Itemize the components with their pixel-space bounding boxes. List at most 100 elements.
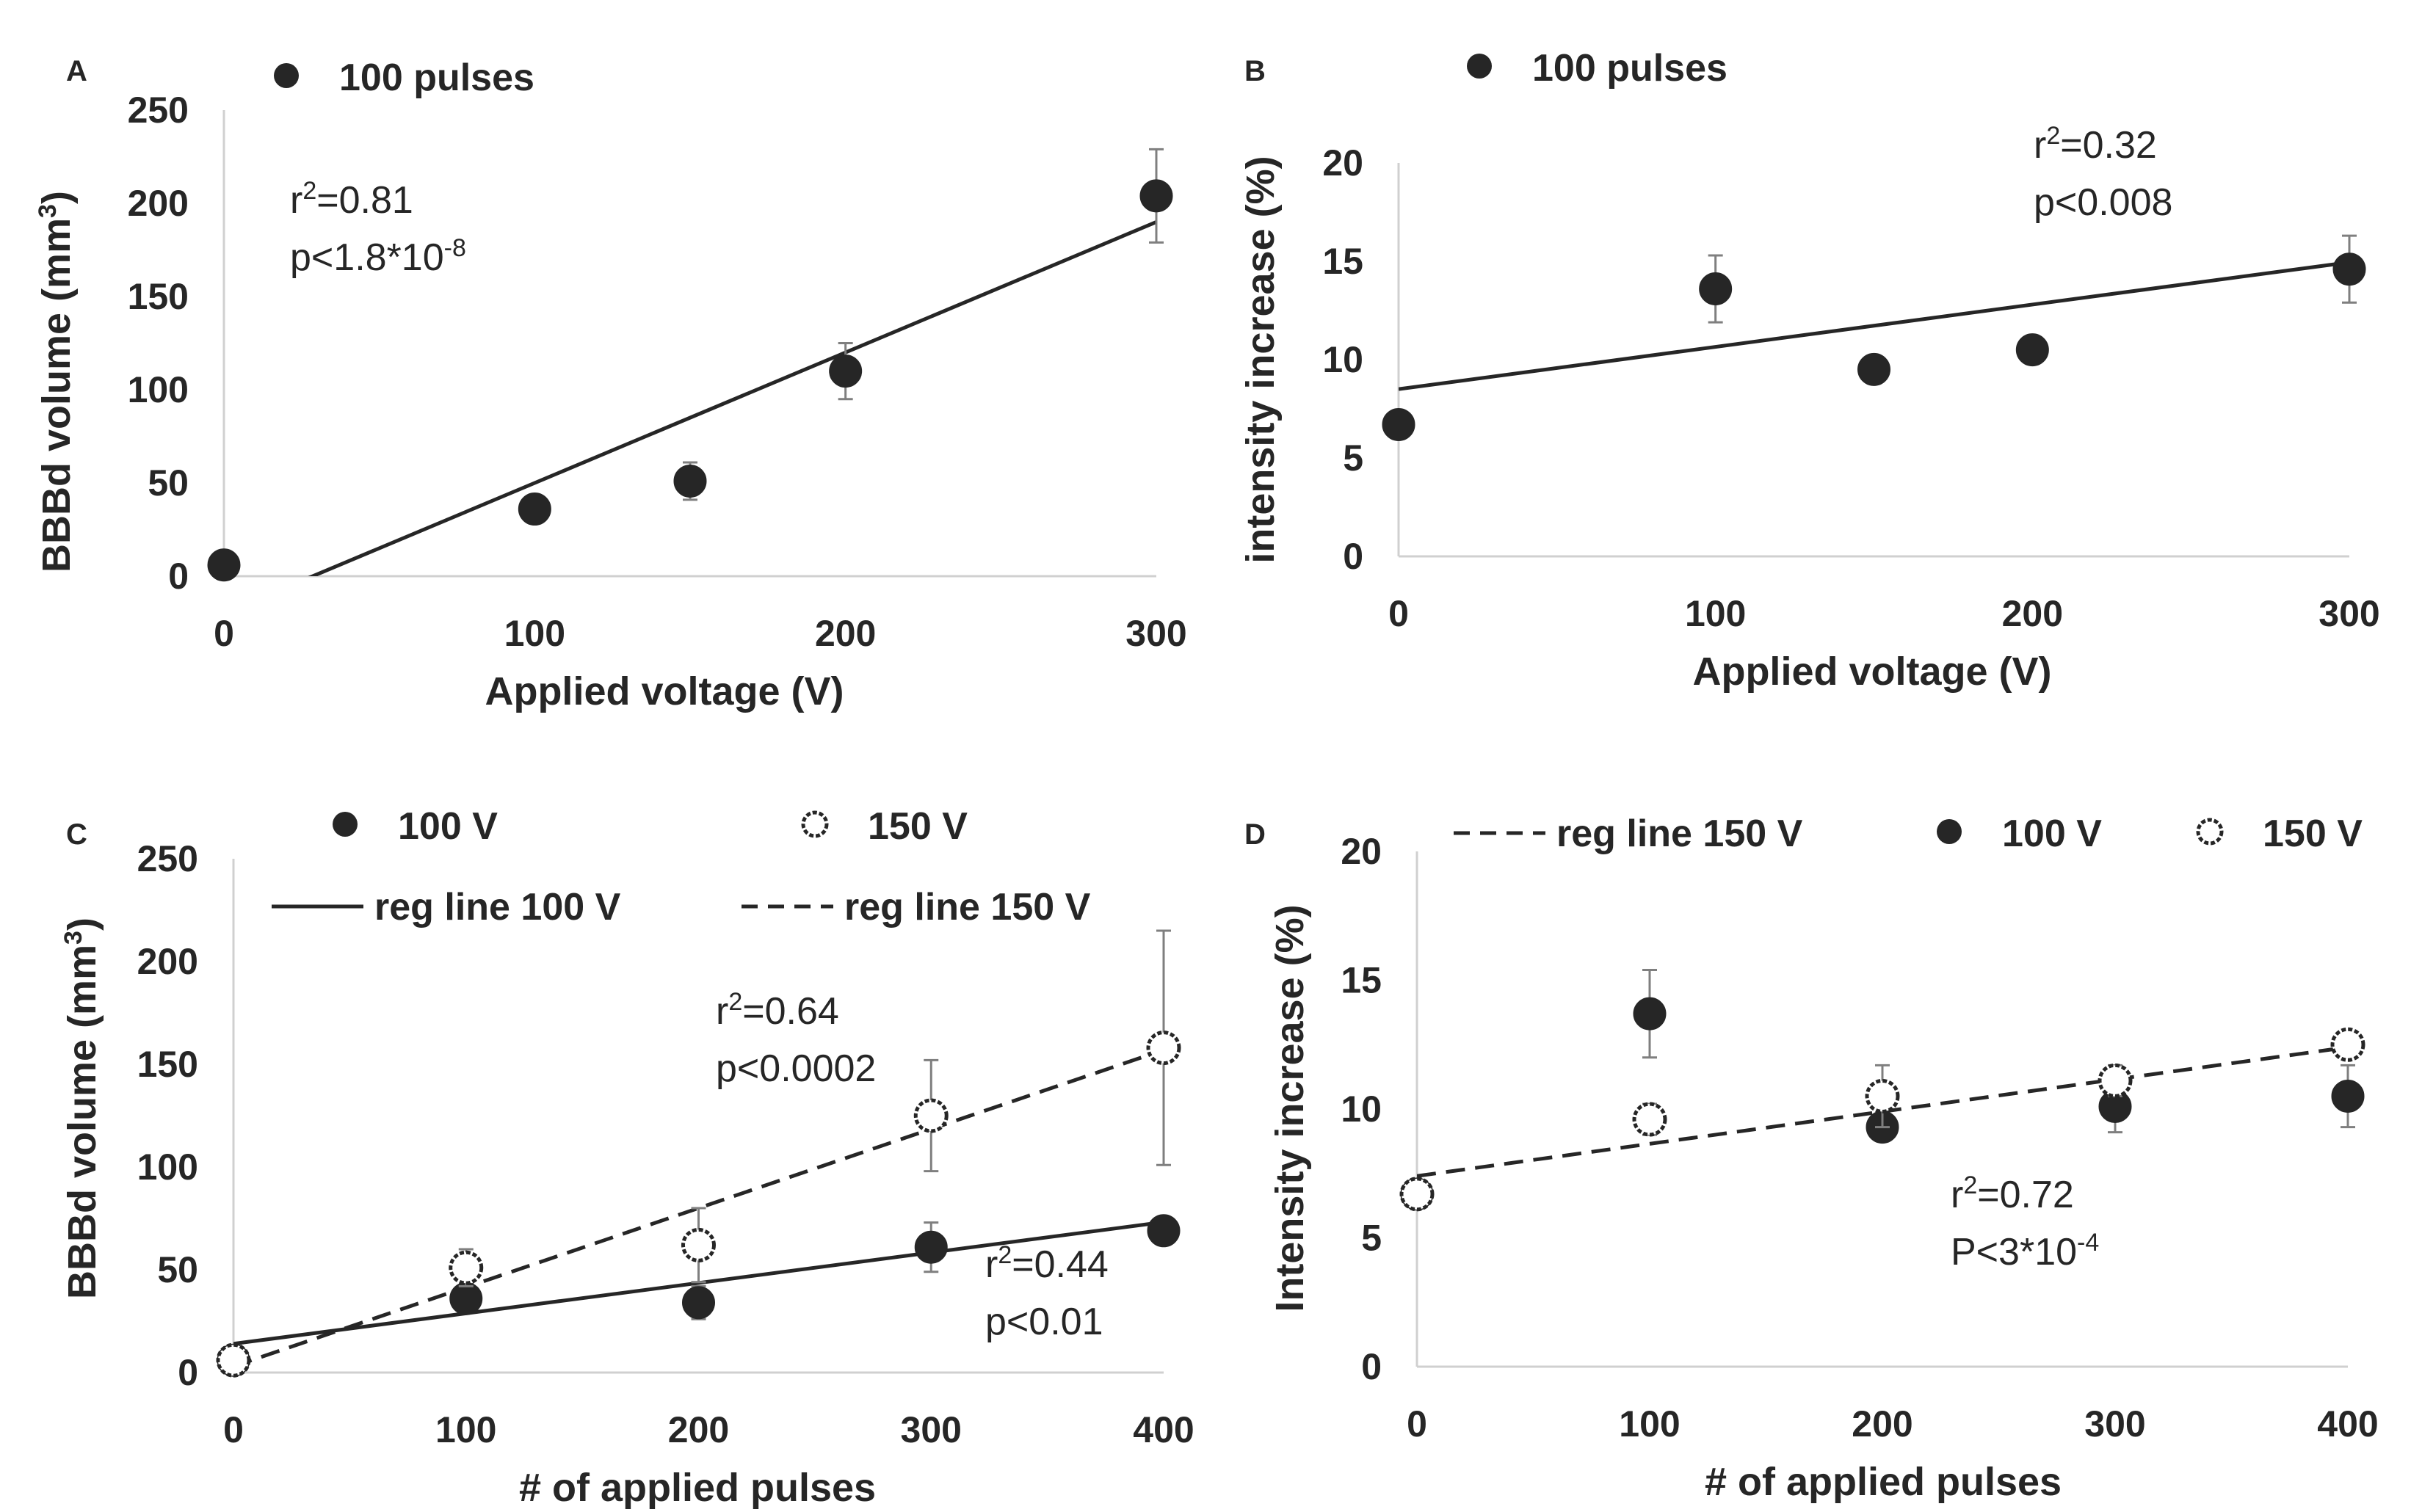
x-tick-label: 300 [2318,593,2379,634]
legend-marker-filled [1937,819,1962,844]
p-value-label: p<0.008 [2034,181,2172,224]
panel-c-chart: C 0 50 100 150 200 250 0 100 200 300 400 # of applie… [59,805,1194,1510]
panel-a-chart: A 0 50 100 150 200 250 0 100 200 300 Applied voltag… [34,55,1187,713]
data-point-filled [1382,407,1415,441]
p-value-label: p<1.8*10-8 [290,234,466,279]
panel-label: B [1244,55,1266,87]
data-point-filled [449,1282,483,1315]
data-point-filled [682,1286,715,1320]
y-tick-label: 200 [128,183,189,224]
y-tick-label: 10 [1341,1088,1382,1130]
data-point-filled [2331,1079,2365,1113]
legend-marker-filled [1467,54,1492,79]
panel-label: C [66,818,87,851]
y-tick-label: 20 [1341,831,1382,872]
legend-label: reg line 100 V [374,886,621,928]
x-tick-label: 200 [1852,1403,1913,1444]
data-point-open [2330,1027,2365,1062]
panel-label: A [66,55,87,87]
data-point-filled [1633,997,1667,1031]
x-tick-label: 100 [1619,1403,1680,1444]
y-tick-label: 100 [137,1146,198,1188]
data-point-filled [673,464,707,498]
y-tick-label: 5 [1361,1218,1382,1259]
data-point-open [1399,1177,1435,1212]
y-tick-label: 50 [157,1249,198,1290]
data-point-filled [2332,252,2366,286]
data-point-filled [518,493,551,526]
x-tick-label: 200 [2002,593,2063,634]
legend-label: 100 V [2002,813,2102,855]
y-tick-label: 20 [1322,142,1363,183]
x-tick-label: 400 [2317,1403,2378,1444]
legend-label: 100 V [398,805,498,848]
x-tick-label: 200 [815,613,876,654]
x-tick-label: 0 [223,1409,244,1450]
y-tick-label: 200 [137,941,198,982]
r-squared-label: r2=0.64 [716,988,839,1033]
legend-marker-filled [333,812,358,837]
data-point-open [216,1342,251,1378]
y-tick-label: 15 [1341,960,1382,1001]
p-value-label: p<0.0002 [716,1047,876,1090]
y-tick-label: 150 [137,1044,198,1085]
r-squared-label: r2=0.44 [985,1241,1109,1286]
data-point-open [1865,1078,1900,1113]
data-point-open [1146,1031,1181,1066]
y-tick-label: 250 [137,838,198,879]
legend-label: reg line 150 V [844,886,1091,928]
legend-marker-filled [274,63,299,88]
x-tick-label: 0 [1407,1403,1427,1444]
x-tick-label: 300 [901,1409,962,1450]
data-point-open [1632,1102,1667,1137]
x-tick-label: 400 [1133,1409,1194,1450]
x-tick-label: 100 [504,613,565,654]
x-axis-title: # of applied pulses [519,1466,876,1510]
y-axis-title: BBBd volume (mm3) [34,191,79,573]
p-value-label: p<0.01 [985,1301,1103,1343]
data-point-open [2098,1063,2133,1098]
legend-label: 150 V [2263,813,2363,855]
y-tick-label: 10 [1322,339,1363,380]
data-point-filled [2015,333,2049,367]
r-squared-label: r2=0.81 [290,177,413,222]
x-tick-label: 0 [214,613,234,654]
x-axis-title: # of applied pulses [1705,1460,2062,1504]
y-axis-title: BBBd volume (mm3) [59,917,104,1299]
legend-label: 150 V [868,805,968,848]
legend-label: reg line 150 V [1556,813,1803,855]
legend-marker-open [2196,818,2224,846]
legend-label: 100 pulses [1532,47,1727,90]
data-point-open [913,1098,949,1133]
legend-marker-open [801,810,829,838]
y-tick-label: 5 [1343,437,1363,479]
x-tick-label: 100 [1685,593,1746,634]
r-squared-label: r2=0.72 [1951,1171,2074,1216]
data-point-filled [1147,1214,1181,1248]
y-tick-label: 0 [1361,1346,1382,1387]
data-point-filled [207,548,241,582]
data-point-filled [1699,272,1733,306]
data-point-filled [1857,352,1890,386]
y-tick-label: 50 [148,462,189,504]
x-tick-label: 200 [668,1409,729,1450]
y-tick-label: 100 [128,369,189,410]
regression-line-dashed [233,1048,1164,1368]
r-squared-label: r2=0.32 [2034,122,2157,167]
y-tick-label: 250 [128,90,189,131]
x-axis-title: Applied voltage (V) [1692,650,2051,694]
x-axis-title: Applied voltage (V) [485,669,844,713]
y-axis-title: Intensity increase (%) [1268,904,1312,1312]
x-tick-label: 0 [1388,593,1409,634]
panel-label: D [1244,818,1266,851]
y-tick-label: 0 [168,556,189,597]
data-point-filled [914,1230,948,1264]
x-tick-label: 300 [1125,613,1186,654]
data-point-open [449,1250,484,1285]
data-point-filled [829,355,863,388]
y-axis-title: intensity increase (%) [1239,156,1283,563]
legend-label: 100 pulses [339,57,534,99]
